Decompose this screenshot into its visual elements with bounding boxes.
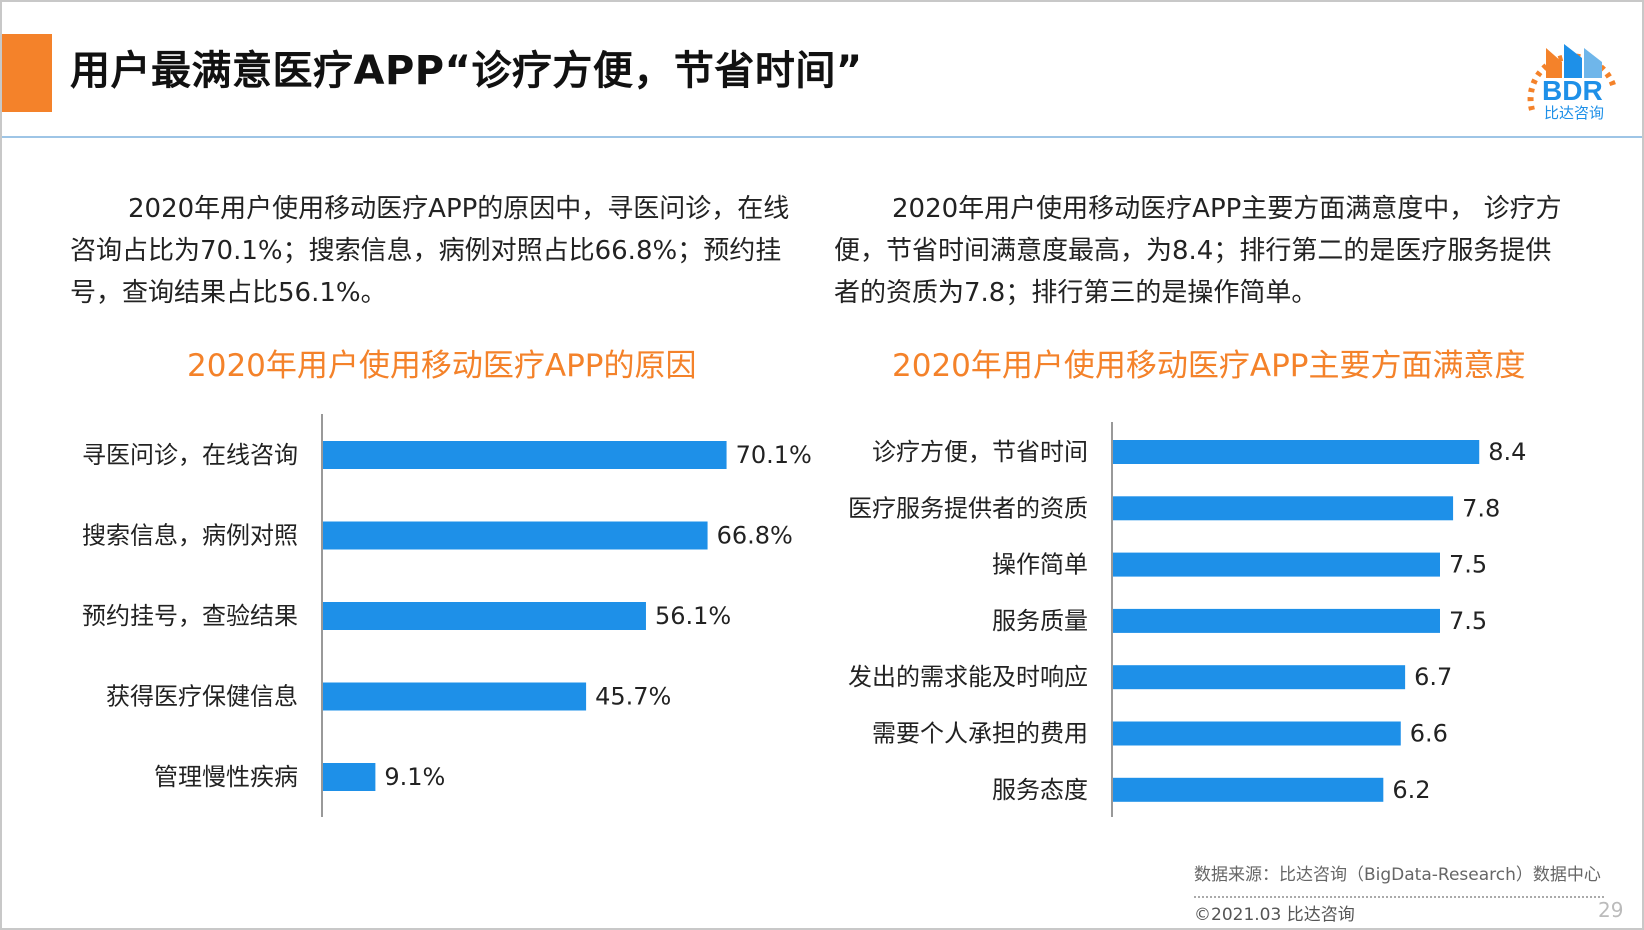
data-source: 数据来源：比达咨询（BigData-Research）数据中心 <box>1194 865 1601 885</box>
header-divider <box>2 136 1642 138</box>
summary-paragraph-left: 2020年用户使用移动医疗APP的原因中，寻医问诊，在线咨询占比为70.1%；搜… <box>70 194 790 308</box>
logo-text: BDR <box>1542 75 1603 106</box>
reasons-category-label: 搜索信息，病例对照 <box>82 522 298 550</box>
reasons-category-label: 管理慢性疾病 <box>154 763 298 791</box>
satisfaction-value-label: 7.5 <box>1449 607 1487 635</box>
reasons-value-label: 56.1% <box>655 602 731 630</box>
satisfaction-bar <box>1113 552 1440 577</box>
satisfaction-category-label: 操作简单 <box>992 551 1088 579</box>
reasons-value-label: 9.1% <box>384 763 445 791</box>
satisfaction-bar <box>1113 777 1384 802</box>
page-number: 29 <box>1598 898 1624 922</box>
satisfaction-category-label: 医疗服务提供者的资质 <box>848 494 1088 522</box>
satisfaction-value-label: 6.2 <box>1392 776 1430 804</box>
summary-paragraph-right: 2020年用户使用移动医疗APP主要方面满意度中， 诊疗方便，节省时间满意度最高… <box>834 194 1562 308</box>
logo-dotted-ring <box>1527 53 1617 111</box>
satisfaction-category-label: 服务质量 <box>992 607 1088 635</box>
satisfaction-value-label: 7.5 <box>1449 551 1487 579</box>
title-accent-bar <box>2 34 52 112</box>
logo-caption: 比达咨询 <box>1544 104 1604 122</box>
reasons-bar <box>323 602 646 630</box>
satisfaction-bar <box>1113 721 1401 746</box>
reasons-bar <box>323 521 708 550</box>
satisfaction-bar <box>1113 665 1406 690</box>
bdr-logo: BDR 比达咨询 <box>1527 44 1617 122</box>
chart-title-satisfaction: 2020年用户使用移动医疗APP主要方面满意度 <box>892 348 1526 384</box>
reasons-category-label: 预约挂号，查验结果 <box>82 602 298 630</box>
satisfaction-value-label: 8.4 <box>1488 438 1526 466</box>
satisfaction-category-label: 发出的需求能及时响应 <box>848 663 1088 691</box>
reasons-value-label: 45.7% <box>595 683 671 711</box>
chart-title-reasons: 2020年用户使用移动医疗APP的原因 <box>187 348 697 384</box>
satisfaction-value-label: 7.8 <box>1462 494 1500 522</box>
reasons-value-label: 66.8% <box>717 522 793 550</box>
satisfaction-bar <box>1113 608 1440 633</box>
satisfaction-bar <box>1113 496 1454 521</box>
footer-divider <box>1194 896 1604 898</box>
reasons-bar <box>323 441 727 469</box>
satisfaction-category-label: 诊疗方便，节省时间 <box>872 438 1088 466</box>
reasons-bar <box>323 763 376 791</box>
satisfaction-category-label: 需要个人承担的费用 <box>872 720 1088 748</box>
reasons-value-label: 70.1% <box>736 441 812 469</box>
slide-title: 用户最满意医疗APP“诊疗方便，节省时间” <box>70 48 863 94</box>
satisfaction-value-label: 6.7 <box>1414 663 1452 691</box>
copyright: ©2021.03 比达咨询 <box>1194 905 1355 925</box>
reasons-category-label: 获得医疗保健信息 <box>106 683 298 711</box>
logo-buildings <box>1546 44 1602 78</box>
satisfaction-bar <box>1113 440 1480 464</box>
reasons-category-label: 寻医问诊，在线咨询 <box>82 441 298 469</box>
satisfaction-value-label: 6.6 <box>1410 720 1448 748</box>
satisfaction-category-label: 服务态度 <box>992 776 1088 804</box>
reasons-bar <box>323 682 587 711</box>
